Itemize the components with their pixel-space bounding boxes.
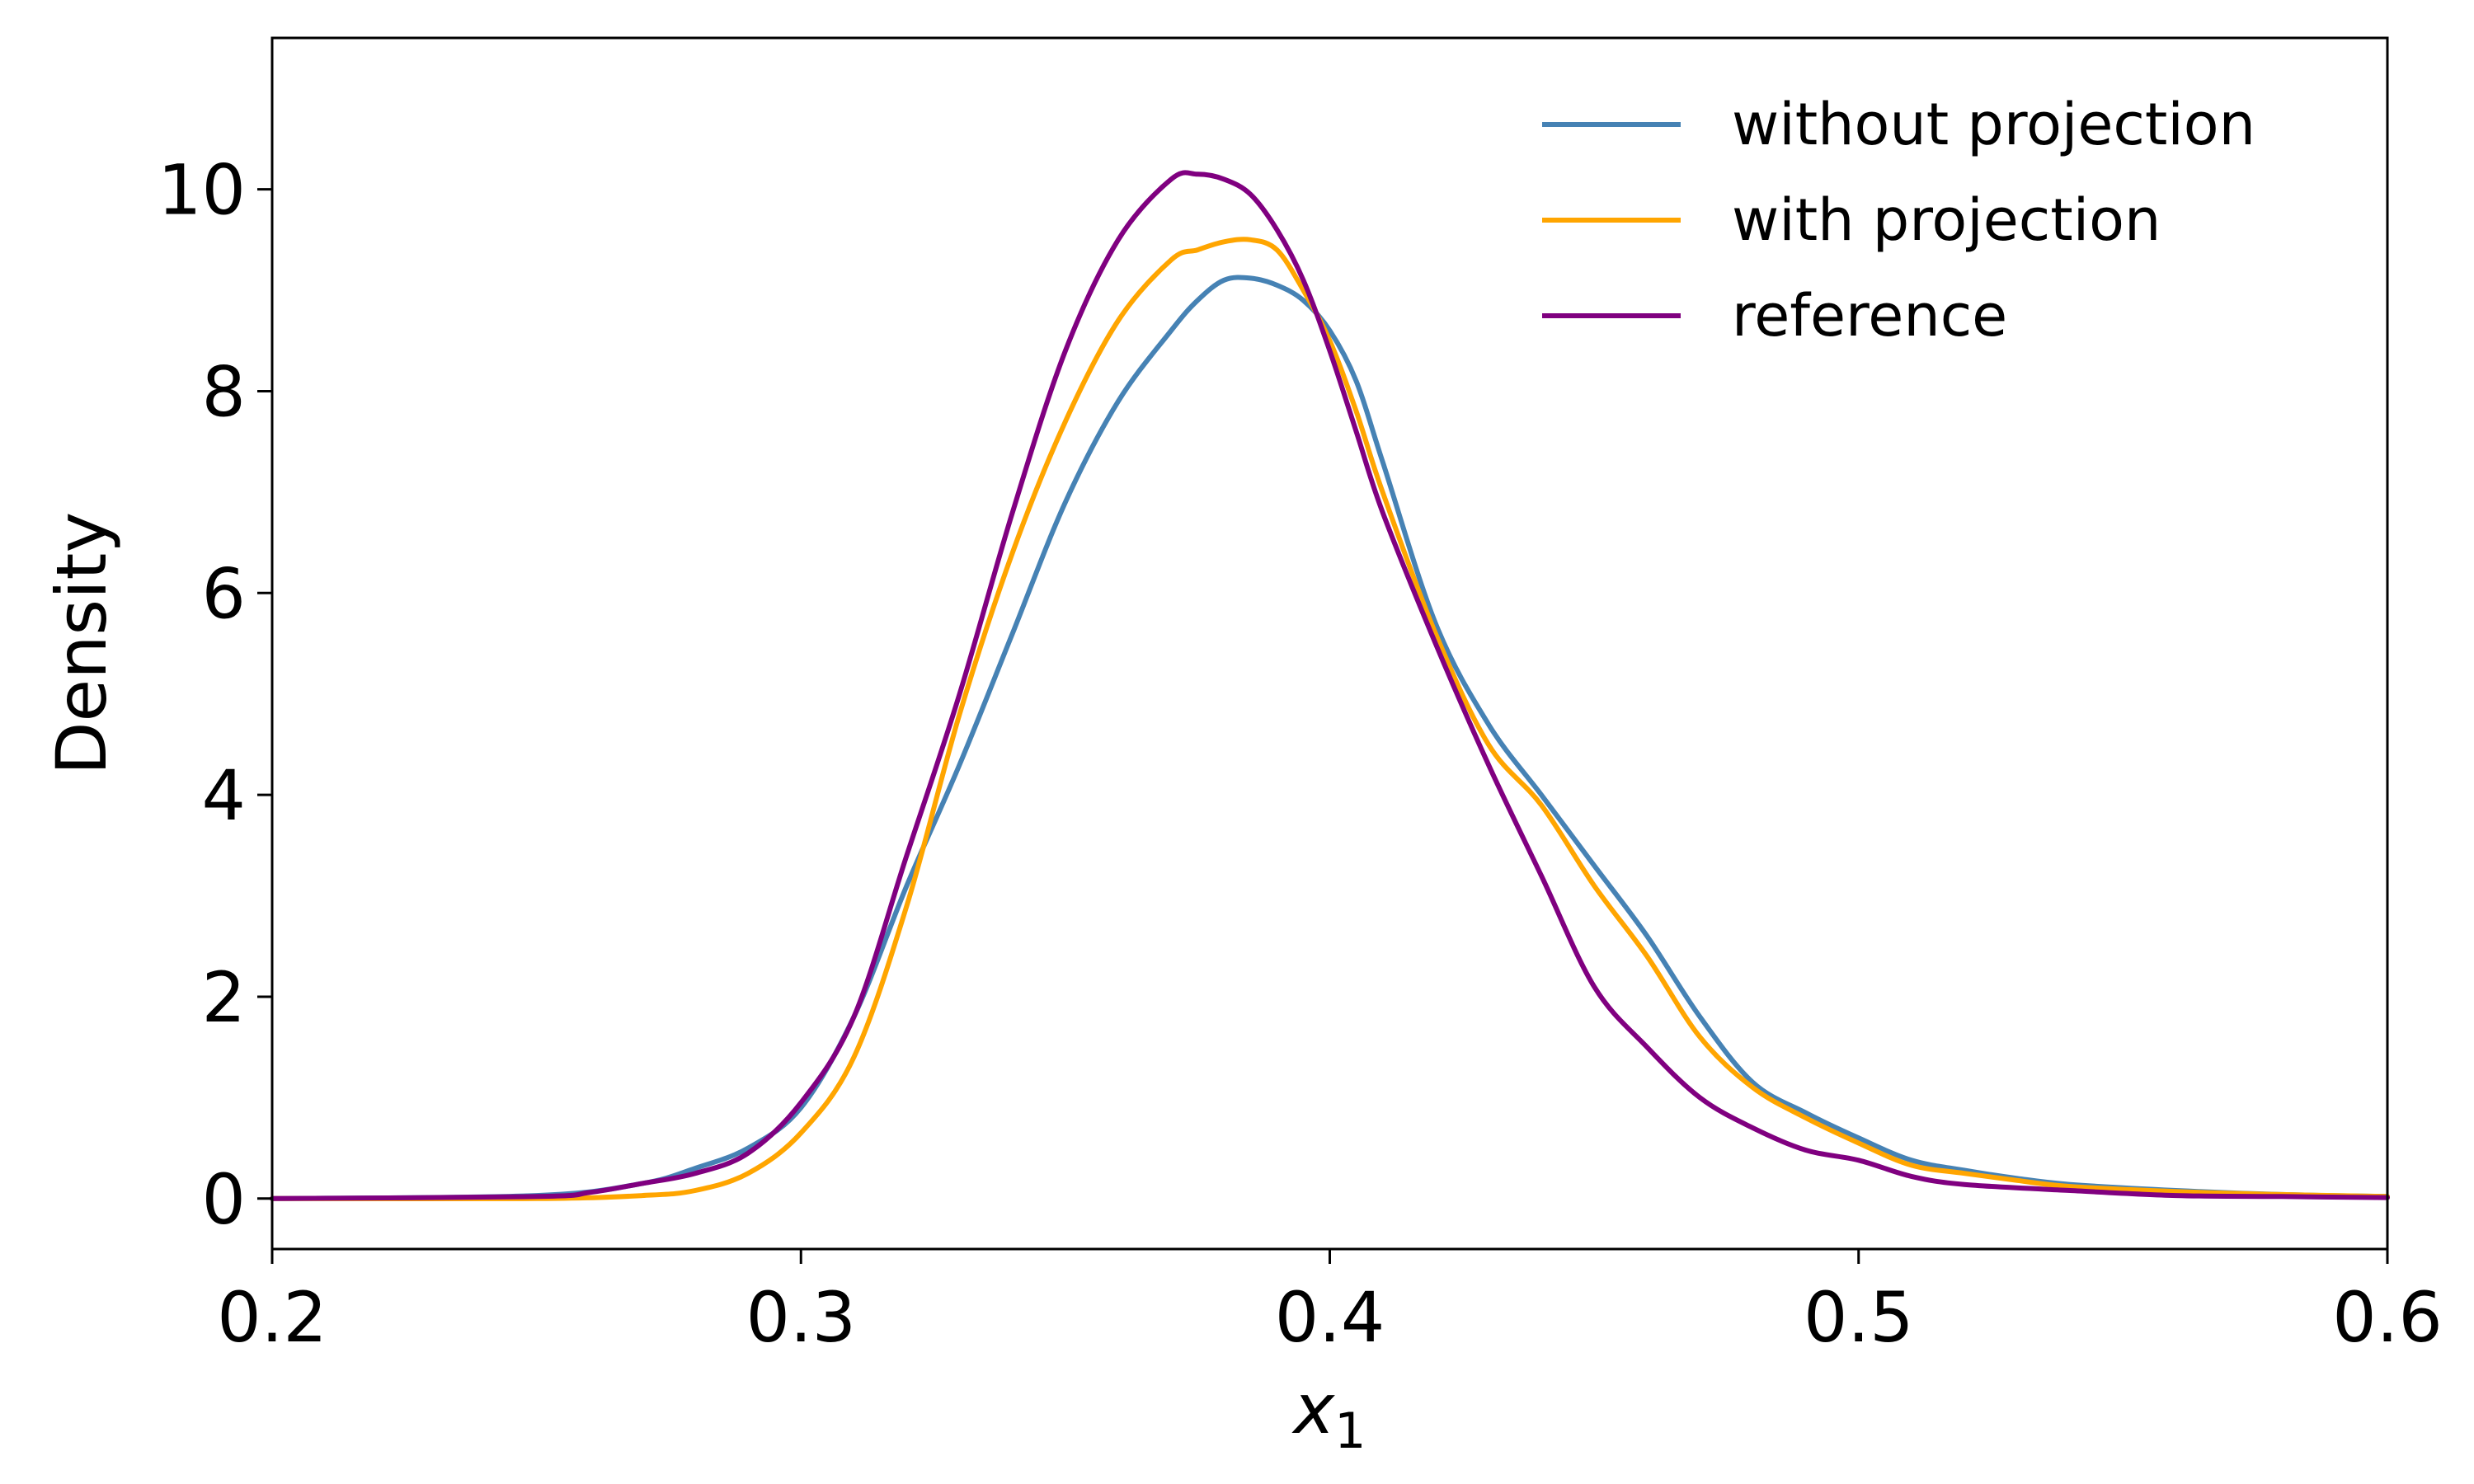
legend-label-reference: reference	[1732, 282, 2007, 350]
x-tick-label: 0.2	[217, 1277, 327, 1358]
x-axis-title-main: x	[1291, 1369, 1336, 1449]
x-axis: 0.2 0.3 0.4 0.5 0.6	[217, 1249, 2443, 1358]
plot-area	[270, 36, 2390, 1251]
series-line-reference	[270, 170, 2390, 1201]
y-tick-label: 4	[202, 755, 246, 836]
x-tick-label: 0.4	[1275, 1277, 1385, 1358]
legend-label-without-projection: without projection	[1732, 91, 2255, 158]
x-axis-title-subscript: 1	[1334, 1402, 1366, 1460]
y-tick-label: 8	[202, 351, 246, 432]
y-tick-label: 10	[158, 150, 246, 231]
legend: without projection with projection referen…	[1542, 91, 2255, 350]
x-tick-label: 0.3	[745, 1277, 856, 1358]
y-tick-label: 2	[202, 957, 246, 1038]
x-tick-label: 0.6	[2332, 1277, 2443, 1358]
y-tick-label: 0	[202, 1159, 246, 1240]
x-tick-label: 0.5	[1804, 1277, 1914, 1358]
series-layer	[270, 170, 2390, 1202]
y-tick-label: 6	[202, 553, 246, 634]
x-axis-title: x1	[1291, 1369, 1366, 1460]
y-axis-title: Density	[41, 512, 122, 775]
legend-label-with-projection: with projection	[1732, 186, 2161, 254]
y-axis: 0 2 4 6 8 10	[158, 150, 272, 1240]
